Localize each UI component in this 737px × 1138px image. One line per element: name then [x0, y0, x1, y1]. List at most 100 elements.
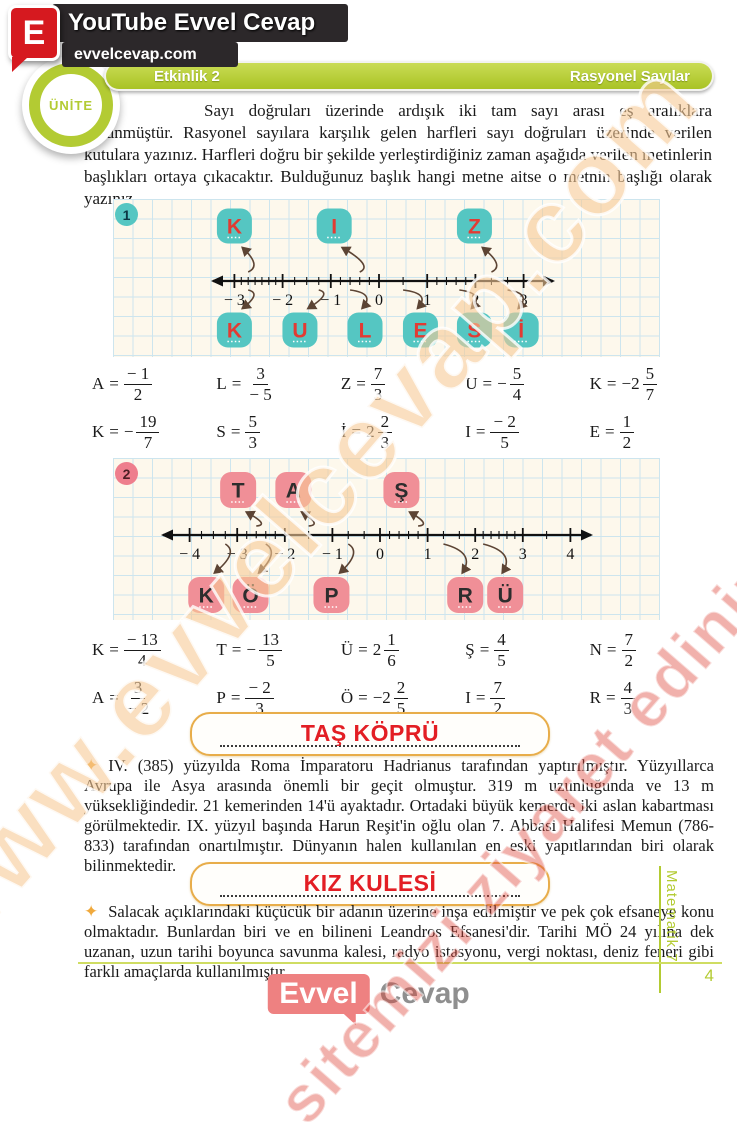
footer-rule	[78, 962, 722, 964]
unit-badge-label: ÜNİTE	[49, 98, 93, 113]
rational-value-Z: Z = 7 3	[341, 362, 465, 406]
svg-text:A: A	[286, 480, 301, 503]
svg-text:Z: Z	[468, 216, 481, 239]
channel-logo-badge[interactable]: E	[8, 5, 60, 72]
star-bullet-icon: ✦	[84, 902, 99, 922]
number-line-panel-2: − 4 − 3 − 2 − 1 0 1 2 3 4 T A Ş K Ö P R Ü	[113, 458, 660, 620]
letter-box-U[interactable]: U	[282, 312, 318, 348]
svg-text:Ö: Ö	[242, 585, 258, 608]
letter-box-T[interactable]: T	[220, 472, 257, 508]
youtube-channel-banner[interactable]: YouTube Evvel Cevap	[52, 4, 348, 42]
svg-text:Ş: Ş	[394, 480, 408, 503]
letter-box-Z[interactable]: Z	[456, 208, 492, 244]
rational-value-İ: İ = 2 2 3	[341, 410, 465, 454]
svg-text:E: E	[413, 320, 427, 343]
svg-text:0: 0	[376, 546, 384, 563]
svg-text:− 4: − 4	[179, 546, 200, 563]
svg-text:R: R	[458, 585, 473, 608]
star-bullet-icon: ✦	[84, 756, 99, 776]
values-row: K = − 13 4 T = −13 5 Ü = 2 1 6 Ş = 4 5 N = 7 2	[92, 628, 714, 672]
svg-text:I: I	[331, 216, 337, 239]
letter-box-Ş[interactable]: Ş	[383, 472, 420, 508]
svg-text:0: 0	[375, 292, 383, 309]
svg-text:4: 4	[566, 546, 574, 563]
values-row: A = 3− 2 P = − 2 3 Ö = −2 2 5 I = 7 2 R = 4 3	[92, 676, 714, 720]
answer-title: TAŞ KÖPRÜ	[300, 720, 440, 746]
svg-text:− 3: − 3	[227, 546, 248, 563]
letter-box-I[interactable]: I	[316, 208, 352, 244]
rational-value-L: L = 3− 5	[216, 364, 272, 404]
svg-text:K: K	[199, 585, 214, 608]
section-paragraph-1: ✦ IV. (385) yüzyılda Roma İmparatoru Hadr…	[84, 756, 714, 876]
letter-box-P[interactable]: P	[313, 577, 350, 613]
section-text-2: Salacak açıklarındaki küçücük bir adanın…	[84, 902, 714, 981]
answer-box-tas-kopru: TAŞ KÖPRÜ	[190, 712, 550, 756]
letter-box-K[interactable]: K	[188, 577, 225, 613]
svg-text:2: 2	[471, 546, 479, 563]
values-row: A = − 1 2 L = 3− 5 Z = 7 3 U = −5 4 K = −2 5 7	[92, 362, 714, 406]
rational-value-A: A = 3− 2	[92, 678, 150, 718]
letter-box-Ö[interactable]: Ö	[232, 577, 269, 613]
answer-line[interactable]	[220, 895, 520, 897]
svg-text:− 1: − 1	[322, 546, 343, 563]
rational-value-K: K = − 13 4	[92, 628, 216, 672]
rational-value-Ü: Ü = 2 1 6	[341, 628, 465, 672]
rational-value-N: N = 7 2	[590, 628, 714, 672]
number-line-2: − 4 − 3 − 2 − 1 0 1 2 3 4 T A Ş K Ö P R Ü	[161, 472, 593, 613]
letter-box-L[interactable]: L	[347, 312, 383, 348]
logo-wordmark: Cevap	[379, 977, 470, 1010]
activity-title: Etkinlik 2	[154, 67, 220, 85]
badge-letter: E	[22, 13, 46, 52]
site-url-banner[interactable]: evvelcevap.com	[62, 42, 238, 67]
sidebar-rule	[659, 866, 661, 993]
svg-text:Ü: Ü	[498, 585, 513, 608]
svg-text:U: U	[292, 320, 307, 343]
svg-text:− 1: − 1	[320, 292, 341, 309]
answer-title: KIZ KULESİ	[303, 870, 437, 896]
values-row: K = −19 7 S = 5 3 İ = 2 2 3 I = − 2 5 E = 1 2	[92, 410, 714, 454]
letter-box-K[interactable]: K	[216, 312, 252, 348]
rational-value-Ş: Ş = 4 5	[465, 628, 589, 672]
book-title-vertical: Matematik 7	[663, 870, 680, 963]
svg-text:K: K	[227, 216, 242, 239]
number-line-1: − 3− 2− 1 0 1 2 3K I ZK U L E S İ	[211, 208, 555, 348]
svg-text:S: S	[467, 320, 481, 343]
evvelcevap-logo[interactable]: Evvel Cevap	[267, 974, 470, 1025]
svg-text:P: P	[324, 585, 338, 608]
item-number-1: 1	[115, 203, 138, 226]
letter-box-Ü[interactable]: Ü	[487, 577, 524, 613]
letter-box-İ[interactable]: İ	[503, 312, 539, 348]
svg-text:1: 1	[423, 292, 431, 309]
section-paragraph-2: ✦ Salacak açıklarındaki küçücük bir adanı…	[84, 902, 714, 982]
rational-value-K: K = −2 5 7	[590, 362, 714, 406]
letter-box-K[interactable]: K	[216, 208, 252, 244]
svg-text:T: T	[232, 480, 245, 503]
letter-box-A[interactable]: A	[275, 472, 312, 508]
answer-line[interactable]	[220, 745, 520, 747]
page-number: 4	[704, 966, 714, 985]
letter-box-S[interactable]: S	[456, 312, 492, 348]
svg-text:L: L	[359, 320, 372, 343]
unit-badge: ÜNİTE	[22, 56, 120, 154]
svg-text:3: 3	[519, 546, 527, 563]
unit-badge-ring	[29, 63, 113, 147]
svg-text:1: 1	[424, 546, 432, 563]
rational-value-T: T = −13 5	[216, 628, 340, 672]
logo-speech-bubble: Evvel	[267, 974, 370, 1025]
letter-box-E[interactable]: E	[402, 312, 438, 348]
item-number-2: 2	[115, 462, 138, 485]
rational-value-U: U = −5 4	[465, 362, 589, 406]
section-header-bar: Etkinlik 2 Rasyonel Sayılar	[104, 61, 714, 91]
rational-value-R: R = 4 3	[590, 676, 714, 720]
rational-value-E: E = 1 2	[590, 410, 714, 454]
intro-paragraph: Sayı doğruları üzerinde ardışık iki tam …	[84, 101, 712, 208]
svg-text:− 2: − 2	[272, 292, 293, 309]
letter-box-R[interactable]: R	[447, 577, 484, 613]
rational-value-Ö: Ö = −2 2 5	[341, 676, 465, 720]
answer-box-kiz-kulesi: KIZ KULESİ	[190, 862, 550, 906]
svg-text:İ: İ	[518, 320, 524, 343]
